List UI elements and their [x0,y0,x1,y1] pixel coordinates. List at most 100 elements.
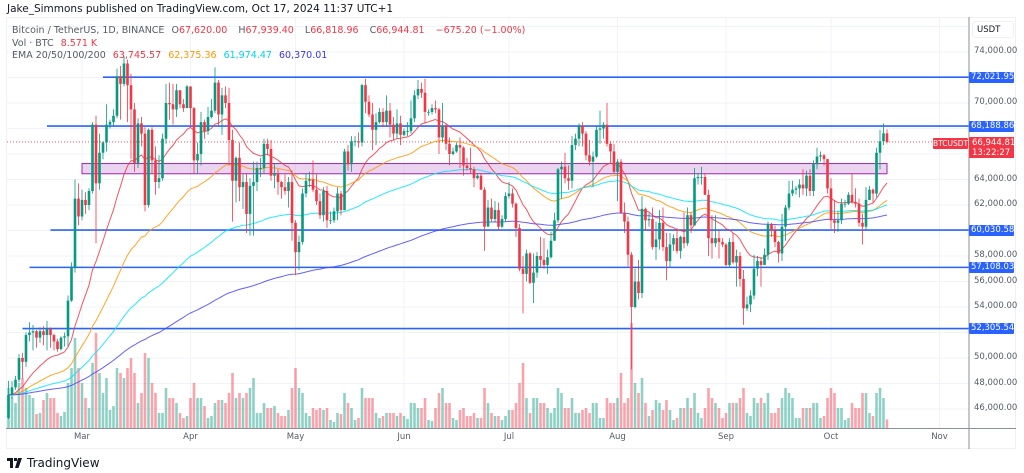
candle-body [171,104,175,110]
volume-bar [423,398,427,428]
candle [696,173,700,185]
candle [399,115,402,146]
candle [875,147,878,198]
candle [395,109,399,139]
candle [273,162,276,189]
volume-bar [402,416,406,428]
volume-bar [63,412,66,428]
volume-bar [241,398,245,428]
candle-body [469,168,472,170]
candle-body [742,278,745,309]
candle-body [210,110,213,118]
volume-bar [581,410,584,428]
candle [283,174,287,195]
candle [140,117,143,147]
volume-bar [14,403,17,428]
volume-bar [777,408,780,428]
candle [521,256,525,314]
candle [665,233,668,281]
candle [780,213,784,262]
candle [136,118,140,169]
volume-bar [857,408,861,428]
ema-label[interactable]: EMA 20/50/100/200 [12,50,106,61]
candle-body [472,169,476,179]
tradingview-logo[interactable]: TradingView [7,456,100,470]
volume-bar [168,398,171,428]
candle [255,161,259,191]
candle-body [808,175,812,191]
candle-body [857,203,861,223]
candle-body [875,152,878,194]
candle-body [290,182,294,223]
candle-body [812,164,815,191]
candle-body [486,207,490,227]
volume-bar [280,416,283,428]
candle-body [640,208,644,293]
candle-body [31,331,35,333]
candle-body [644,208,647,221]
volume-bar [28,395,31,428]
volume-bar [703,408,707,428]
price-tick-label: 64,000.00 [974,173,1018,184]
candle [339,190,343,216]
volume-label[interactable]: Vol · BTC [12,38,54,49]
candle [259,157,262,177]
volume-bar [136,403,140,428]
currency-selector[interactable]: USDT [972,21,1014,38]
volume-bar [605,398,609,428]
candle [668,233,672,268]
volume-bar [787,393,791,428]
candle-body [458,145,462,148]
candle [406,122,409,137]
candle-body [234,157,238,181]
candle [10,380,14,399]
candle-body [129,85,133,110]
candle-body [56,341,59,350]
low-value: 66,818.96 [310,25,359,36]
volume-bar [616,398,619,428]
volume-bar [472,413,476,428]
candle [612,143,616,174]
candle [735,249,738,287]
candle [304,173,308,198]
candle-body [738,256,742,279]
candle-body [584,133,588,156]
candle-body [245,182,248,214]
candle [28,322,31,342]
volume-bar [308,416,311,428]
volume-bar [696,413,700,428]
volume-bar [185,416,189,428]
bar-countdown: 13:22:27 [972,148,1011,158]
volume-bar [70,368,73,428]
change-value: −675.20 (−1.00%) [435,25,526,36]
symbol-name[interactable]: Bitcoin / TetherUS, 1D, BINANCE [12,25,165,36]
volume-bar [812,403,815,428]
candle-body [259,168,262,169]
volume-bar [654,400,658,428]
candle [385,95,388,126]
candle-body [493,210,497,220]
candle-body [497,210,500,227]
candle-body [819,155,822,157]
candle-body [829,188,833,221]
volume-bar [640,378,644,428]
volume-bar [115,368,119,428]
symbol-tag: BTCUSDT [933,138,969,149]
volume-bar [444,403,448,428]
candle-body [633,281,637,307]
candle-body [521,268,525,274]
candle-body [49,328,52,336]
candle-body [801,184,805,189]
volume-bar [150,383,154,428]
price-tick-label: 56,000.00 [974,275,1018,286]
candle-body [787,193,791,208]
candle [630,252,633,370]
candle-body [549,240,553,258]
volume-bar [108,410,112,428]
volume-bars [7,323,889,428]
volume-bar [567,408,570,428]
volume-bar [196,398,199,428]
candle-body [308,179,311,181]
candle-body [784,207,787,227]
